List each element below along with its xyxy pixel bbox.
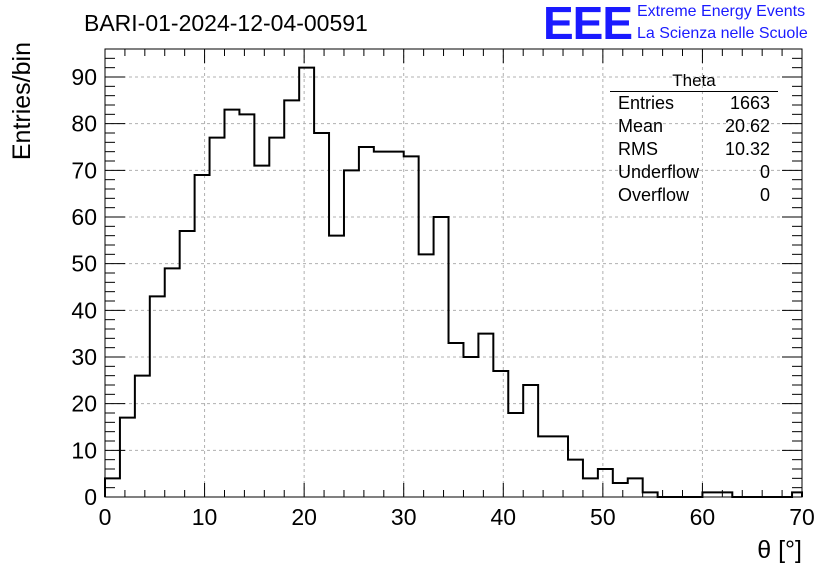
stats-row: Mean 20.62	[610, 115, 778, 138]
histogram-bin	[329, 236, 344, 497]
histogram-bin	[180, 231, 195, 497]
histogram-bin	[508, 413, 523, 497]
stats-rows: Entries 1663 Mean 20.62 RMS 10.32 Underflow 0 Ov…	[610, 92, 778, 207]
x-tick-label: 40	[490, 504, 516, 530]
histogram-bin	[389, 152, 404, 497]
histogram-series	[104, 66, 803, 498]
stats-value: 1663	[729, 93, 770, 113]
y-axis-label: Entries/bin	[8, 42, 36, 160]
histogram-bin	[374, 152, 389, 497]
stats-value: 0	[759, 162, 770, 182]
histogram-bin	[538, 436, 553, 497]
stats-value: 20.62	[724, 116, 770, 136]
stats-label: Mean	[618, 116, 664, 136]
y-tick-label: 50	[71, 251, 97, 277]
histogram-bin	[195, 175, 210, 497]
histogram-bin	[254, 166, 269, 497]
histogram-bin	[583, 478, 598, 497]
stats-label: Underflow	[618, 162, 700, 182]
histogram-bin	[523, 385, 538, 497]
chart-title: BARI-01-2024-12-04-00591	[84, 10, 368, 36]
y-tick-label: 0	[84, 484, 97, 510]
y-tick-label: 20	[71, 391, 97, 417]
histogram-line	[104, 66, 803, 498]
stats-label: RMS	[618, 139, 658, 159]
x-tick-label: 70	[789, 504, 815, 530]
stats-row: Underflow 0	[610, 161, 778, 184]
x-tick-label: 20	[291, 504, 317, 530]
y-tick-label: 70	[71, 157, 97, 183]
stats-row: RMS 10.32	[610, 138, 778, 161]
histogram-bin	[299, 68, 314, 497]
x-tick-label: 0	[99, 504, 112, 530]
stats-value: 10.32	[724, 139, 770, 159]
histogram-bin	[404, 156, 419, 497]
x-tick-label: 30	[391, 504, 417, 530]
grid-lines	[105, 49, 802, 497]
histogram-bin	[239, 114, 254, 497]
x-axis-label: θ [°]	[757, 536, 802, 564]
histogram-bin	[598, 469, 613, 497]
histogram-bin	[419, 254, 434, 497]
histogram-bin	[493, 371, 508, 497]
stats-value: 0	[759, 185, 770, 205]
histogram-bin	[478, 334, 493, 497]
x-tick-label: 10	[192, 504, 218, 530]
stats-title: Theta	[610, 70, 778, 92]
eee-logo: EEE	[543, 0, 633, 49]
y-tick-label: 80	[71, 111, 97, 137]
stats-label: Entries	[618, 93, 675, 113]
logo-caption-1: Extreme Energy Events	[637, 3, 806, 20]
histogram-bin	[150, 296, 165, 497]
histogram-bin	[628, 478, 643, 497]
histogram-bin	[269, 138, 284, 497]
logo-caption-2: La Scienza nelle Scuole	[637, 25, 808, 42]
y-tick-label: 40	[71, 297, 97, 323]
stats-row: Entries 1663	[610, 92, 778, 115]
x-tick-label: 50	[590, 504, 616, 530]
histogram-bin	[359, 147, 374, 497]
histogram-bin	[344, 170, 359, 497]
y-tick-label: 30	[71, 344, 97, 370]
stats-row: Overflow 0	[610, 184, 778, 207]
histogram-bin	[224, 110, 239, 497]
histogram-bin	[463, 357, 478, 497]
y-tick-label: 10	[71, 437, 97, 463]
histogram-bin	[135, 376, 150, 497]
y-tick-label: 90	[71, 64, 97, 90]
y-tick-label: 60	[71, 204, 97, 230]
histogram-bin	[314, 133, 329, 497]
histogram-bin	[165, 268, 180, 497]
stats-label: Overflow	[618, 185, 690, 205]
x-tick-label: 60	[690, 504, 716, 530]
tick-labels: 0 10 20 30 40 50 60 70 0 10 20 30 40 50 60 70 80 90	[71, 64, 814, 530]
histogram-bin	[553, 436, 568, 497]
histogram-bin	[568, 460, 583, 497]
histogram-bin	[449, 343, 464, 497]
histogram-bin	[284, 100, 299, 497]
stats-box: Theta Entries 1663 Mean 20.62 RMS 10.32 Underf…	[610, 70, 778, 207]
histogram-bin	[613, 483, 628, 497]
histogram-bin	[120, 418, 135, 497]
histogram-bin	[210, 138, 225, 497]
axis-ticks	[104, 48, 803, 498]
